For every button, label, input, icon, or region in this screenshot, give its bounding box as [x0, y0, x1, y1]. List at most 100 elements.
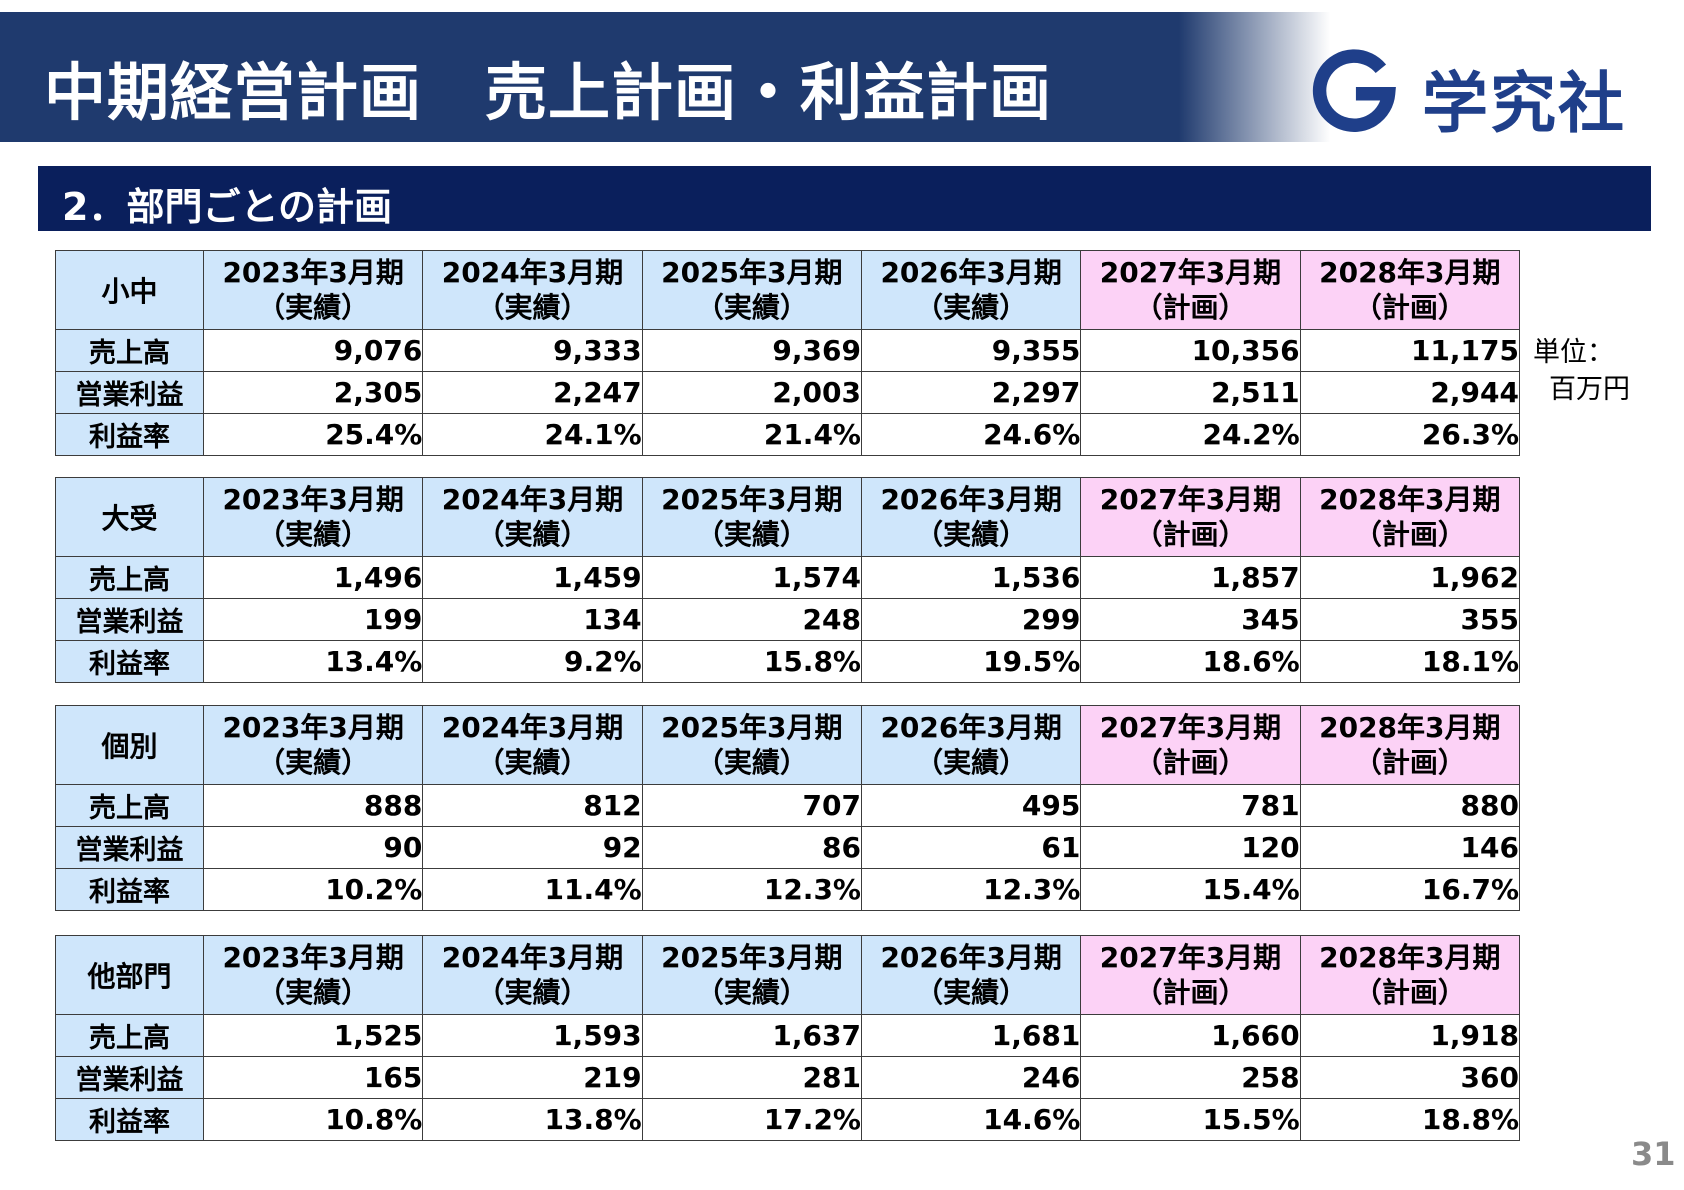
unit-line-2: 百万円	[1549, 374, 1630, 405]
column-year: 2028年3月期	[1319, 941, 1501, 974]
table-cell: 219	[422, 1056, 643, 1099]
row-label: 営業利益	[55, 826, 204, 869]
column-type: （実績）	[257, 291, 370, 324]
column-header: 2024年3月期 （実績）	[422, 705, 643, 785]
table-row: 営業利益 199 134 248 299 345 355	[55, 598, 1521, 641]
table-cell: 9.2%	[422, 640, 643, 683]
header-row: 大受 2023年3月期 （実績） 2024年3月期 （実績） 2025年3月期 （実績） 20…	[55, 477, 1521, 557]
row-label: 売上高	[55, 556, 204, 599]
column-header: 2025年3月期 （実績）	[641, 250, 862, 330]
table-cell: 9,369	[641, 329, 862, 372]
table-cell: 2,305	[202, 371, 424, 414]
table-cell: 120	[1080, 826, 1301, 869]
row-label: 営業利益	[55, 1056, 204, 1099]
table-cell: 345	[1080, 598, 1301, 641]
table-cell: 812	[422, 784, 643, 827]
table-cell: 10.2%	[202, 868, 424, 911]
column-header: 2028年3月期 （計画）	[1299, 477, 1521, 557]
column-header: 2028年3月期 （計画）	[1299, 705, 1521, 785]
column-type: （実績）	[915, 291, 1028, 324]
table-cell: 134	[422, 598, 643, 641]
table-cell: 24.6%	[860, 413, 1082, 456]
table-cell: 2,944	[1299, 371, 1521, 414]
department-table: 大受 2023年3月期 （実績） 2024年3月期 （実績） 2025年3月期 （実績） 20…	[55, 477, 1521, 683]
table-cell: 146	[1299, 826, 1521, 869]
table-cell: 26.3%	[1299, 413, 1521, 456]
table-cell: 12.3%	[860, 868, 1082, 911]
table-cell: 12.3%	[641, 868, 862, 911]
section-header: 2．部門ごとの計画	[38, 166, 1651, 231]
table-row: 営業利益 90 92 86 61 120 146	[55, 826, 1521, 869]
column-header: 2023年3月期 （実績）	[202, 705, 424, 785]
column-type: （計画）	[1353, 976, 1466, 1009]
column-year: 2028年3月期	[1319, 256, 1501, 289]
row-label: 売上高	[55, 784, 204, 827]
logo-text: 学究社	[1422, 65, 1626, 142]
table-cell: 10.8%	[202, 1098, 424, 1141]
column-year: 2027年3月期	[1099, 941, 1282, 974]
header-row: 個別 2023年3月期 （実績） 2024年3月期 （実績） 2025年3月期 （実績） 20…	[55, 705, 1521, 785]
table-row: 利益率 10.2% 11.4% 12.3% 12.3% 15.4% 16.7%	[55, 868, 1521, 911]
column-year: 2026年3月期	[880, 941, 1062, 974]
table-cell: 1,637	[641, 1014, 862, 1057]
table-row: 売上高 888 812 707 495 781 880	[55, 784, 1521, 827]
column-year: 2025年3月期	[661, 483, 843, 516]
column-type: （計画）	[1353, 291, 1466, 324]
column-year: 2027年3月期	[1099, 256, 1282, 289]
section-title: 2．部門ごとの計画	[62, 185, 393, 229]
column-type: （実績）	[915, 976, 1028, 1009]
table-cell: 355	[1299, 598, 1521, 641]
header-banner: 中期経営計画 売上計画・利益計画 学究社	[0, 12, 1684, 142]
table-cell: 10,356	[1080, 329, 1301, 372]
column-type: （実績）	[257, 518, 370, 551]
column-year: 2024年3月期	[441, 941, 624, 974]
row-label: 売上高	[55, 329, 204, 372]
table-cell: 1,918	[1299, 1014, 1521, 1057]
table-cell: 1,574	[641, 556, 862, 599]
table-cell: 24.1%	[422, 413, 643, 456]
column-year: 2023年3月期	[222, 483, 404, 516]
column-year: 2026年3月期	[880, 483, 1062, 516]
table-cell: 90	[202, 826, 424, 869]
unit-line-1: 単位：	[1533, 337, 1614, 368]
table-row: 利益率 25.4% 24.1% 21.4% 24.6% 24.2% 26.3%	[55, 413, 1521, 456]
table-cell: 9,355	[860, 329, 1082, 372]
column-year: 2025年3月期	[661, 256, 843, 289]
department-name: 個別	[55, 705, 204, 785]
column-header: 2023年3月期 （実績）	[202, 477, 424, 557]
table-cell: 707	[641, 784, 862, 827]
column-type: （実績）	[695, 518, 808, 551]
table-cell: 24.2%	[1080, 413, 1301, 456]
department-name: 小中	[55, 250, 204, 330]
table-cell: 2,003	[641, 371, 862, 414]
row-label: 利益率	[55, 1098, 204, 1141]
column-header: 2025年3月期 （実績）	[641, 705, 862, 785]
table-cell: 1,459	[422, 556, 643, 599]
table-cell: 11,175	[1299, 329, 1521, 372]
table-cell: 61	[860, 826, 1082, 869]
table-cell: 15.4%	[1080, 868, 1301, 911]
column-header: 2025年3月期 （実績）	[641, 935, 862, 1015]
column-type: （実績）	[915, 518, 1028, 551]
table-cell: 165	[202, 1056, 424, 1099]
row-label: 利益率	[55, 413, 204, 456]
table-cell: 9,076	[202, 329, 424, 372]
table-row: 利益率 10.8% 13.8% 17.2% 14.6% 15.5% 18.8%	[55, 1098, 1521, 1141]
row-label: 営業利益	[55, 371, 204, 414]
column-year: 2024年3月期	[441, 483, 624, 516]
department-name: 大受	[55, 477, 204, 557]
table-row: 営業利益 2,305 2,247 2,003 2,297 2,511 2,944	[55, 371, 1521, 414]
column-year: 2024年3月期	[441, 711, 624, 744]
column-year: 2025年3月期	[661, 941, 843, 974]
page-number: 31	[1631, 1135, 1676, 1173]
table-cell: 299	[860, 598, 1082, 641]
column-year: 2023年3月期	[222, 941, 404, 974]
column-type: （実績）	[476, 746, 589, 779]
table-cell: 15.8%	[641, 640, 862, 683]
row-label: 営業利益	[55, 598, 204, 641]
table-cell: 13.8%	[422, 1098, 643, 1141]
column-year: 2023年3月期	[222, 256, 404, 289]
gakkyusha-logo-icon	[1312, 49, 1396, 132]
table-cell: 1,681	[860, 1014, 1082, 1057]
column-type: （計画）	[1353, 746, 1466, 779]
